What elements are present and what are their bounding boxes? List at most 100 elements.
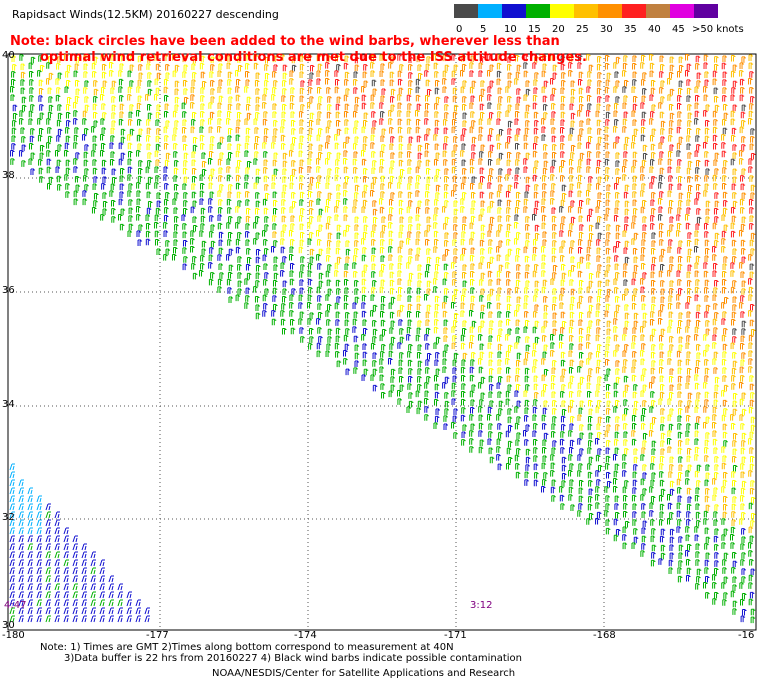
wind-barb	[678, 464, 684, 472]
wind-barb	[470, 183, 475, 190]
wind-barb	[478, 358, 483, 365]
wind-barb	[237, 216, 242, 223]
wind-barb	[515, 367, 521, 375]
wind-barb	[316, 70, 321, 77]
wind-barb	[254, 295, 260, 303]
wind-barb	[669, 224, 674, 231]
wind-barb	[730, 158, 736, 166]
wind-barb	[704, 311, 709, 318]
wind-barb	[667, 190, 673, 198]
wind-barb	[748, 350, 753, 357]
wind-barb	[687, 280, 692, 287]
wind-barb	[262, 230, 267, 237]
wind-barb	[408, 216, 413, 223]
colorbar-label: 20	[552, 24, 565, 35]
wind-barb	[380, 351, 385, 358]
wind-barb	[344, 263, 350, 271]
wind-barb	[534, 336, 540, 344]
wind-barb	[21, 104, 27, 112]
wind-barb	[525, 184, 531, 192]
wind-barb	[749, 239, 755, 247]
wind-barb	[246, 96, 252, 104]
wind-barb	[624, 312, 630, 320]
wind-barb	[740, 239, 746, 247]
wind-barb	[712, 134, 718, 142]
wind-barb	[498, 432, 503, 439]
wind-barb	[660, 288, 666, 296]
wind-barb	[119, 223, 125, 231]
wind-barb	[54, 615, 60, 623]
wind-barb	[471, 152, 476, 159]
wind-barb	[551, 479, 557, 487]
wind-barb	[399, 240, 405, 248]
wind-barb	[489, 128, 494, 135]
wind-barb	[623, 263, 628, 270]
wind-barb	[18, 591, 24, 599]
wind-barb	[615, 224, 621, 232]
wind-barb	[750, 416, 756, 424]
wind-barb	[651, 240, 656, 247]
wind-barb	[731, 383, 736, 390]
wind-barb	[99, 575, 105, 583]
wind-barb	[344, 55, 350, 63]
wind-barb	[496, 246, 501, 253]
wind-barb	[534, 224, 540, 232]
wind-barb	[650, 535, 656, 543]
wind-barb	[336, 296, 341, 303]
wind-barb	[353, 311, 359, 319]
wind-barb	[658, 270, 664, 278]
wind-barb	[460, 390, 466, 398]
wind-barb	[505, 390, 511, 398]
wind-barb	[551, 127, 556, 134]
wind-barb	[417, 152, 423, 160]
wind-barb	[389, 143, 394, 150]
wind-barb	[128, 183, 133, 190]
wind-barb	[417, 64, 422, 71]
wind-barb	[183, 64, 189, 72]
wind-barb	[505, 142, 510, 149]
wind-barb	[659, 335, 664, 342]
wind-barb	[624, 448, 629, 455]
wind-barb	[435, 256, 441, 264]
wind-barb	[317, 63, 323, 71]
wind-barb	[290, 239, 295, 246]
wind-barb	[135, 599, 141, 607]
wind-barb	[560, 255, 565, 262]
wind-barb	[552, 304, 557, 311]
wind-barb	[669, 144, 675, 152]
wind-barb	[667, 326, 672, 333]
wind-barb	[244, 182, 249, 189]
wind-barb	[289, 302, 294, 309]
wind-barb	[280, 270, 285, 277]
wind-barb	[478, 158, 483, 165]
wind-barb	[237, 256, 242, 263]
wind-barb	[280, 230, 286, 238]
wind-barb	[695, 503, 700, 510]
wind-barb	[615, 240, 621, 248]
wind-barb	[380, 175, 386, 183]
wind-barb	[136, 206, 141, 213]
wind-barb	[739, 398, 745, 406]
wind-barb	[90, 615, 96, 623]
wind-barb	[641, 407, 647, 415]
wind-barb	[9, 463, 15, 471]
wind-barb	[118, 198, 124, 206]
wind-barb	[10, 86, 15, 93]
wind-barb	[615, 192, 620, 199]
wind-barb	[570, 112, 576, 120]
wind-barb	[723, 496, 728, 503]
wind-barb	[254, 143, 259, 150]
wind-barb	[703, 190, 708, 197]
wind-barb	[560, 287, 566, 295]
wind-barb	[703, 110, 708, 117]
wind-barb	[307, 54, 313, 62]
wind-barb	[488, 223, 494, 231]
wind-barb	[290, 175, 295, 182]
wind-barb	[560, 175, 565, 182]
wind-barb	[497, 367, 503, 375]
wind-barb	[361, 254, 367, 262]
wind-barb	[597, 232, 603, 240]
wind-barb	[668, 71, 674, 79]
wind-barb	[597, 448, 602, 455]
wind-barb	[63, 607, 69, 615]
